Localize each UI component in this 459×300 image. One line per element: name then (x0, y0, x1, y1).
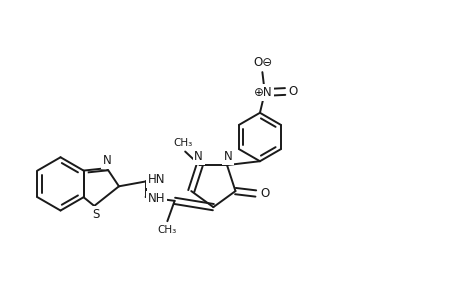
Text: N: N (194, 150, 203, 164)
Text: S: S (92, 208, 100, 221)
Text: O⊖: O⊖ (253, 56, 272, 69)
Text: ⊕N: ⊕N (253, 86, 272, 99)
Text: N: N (223, 150, 232, 164)
Text: CH₃: CH₃ (173, 138, 192, 148)
Text: NH: NH (147, 192, 165, 206)
Text: O: O (259, 187, 269, 200)
Text: O: O (288, 85, 297, 98)
Text: HN: HN (147, 173, 165, 186)
Text: CH₃: CH₃ (157, 225, 177, 235)
Text: N: N (103, 154, 112, 167)
